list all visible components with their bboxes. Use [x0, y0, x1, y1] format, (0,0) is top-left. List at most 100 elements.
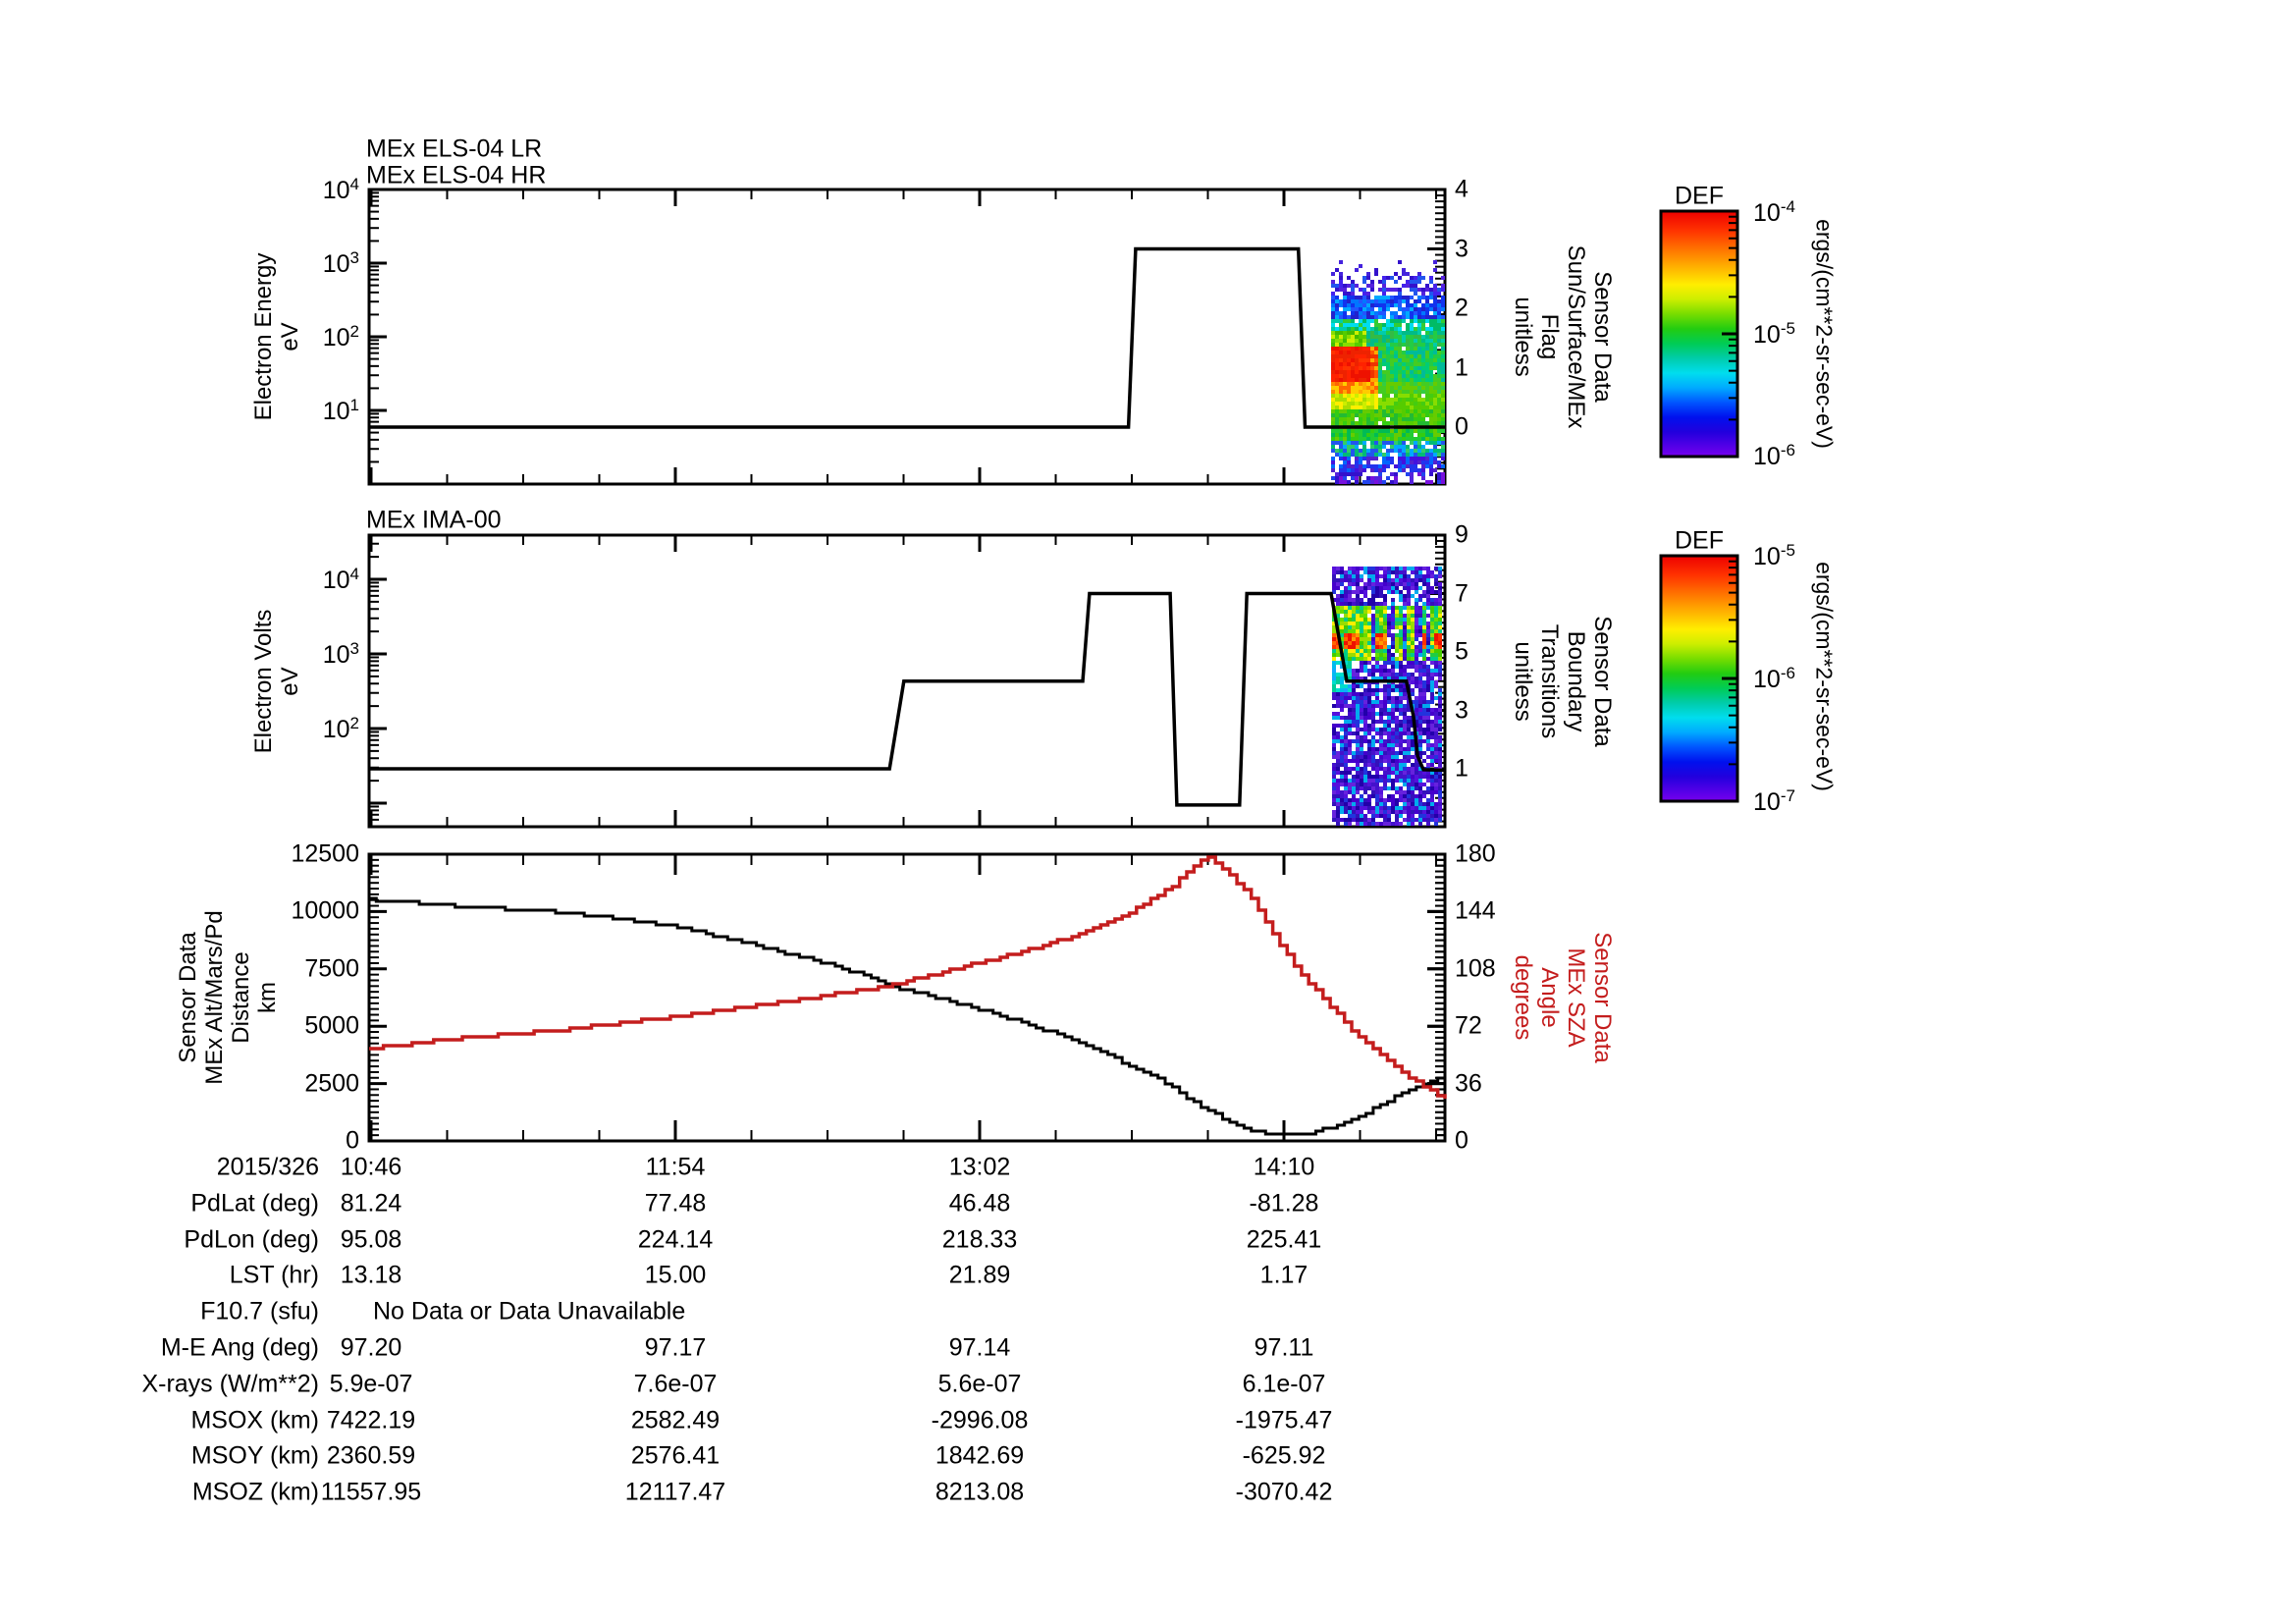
sza-tick-label: 108 — [1455, 954, 1496, 983]
table-span-value: No Data or Data Unavailable — [373, 1297, 686, 1325]
table-value: 1.17 — [1259, 1261, 1308, 1289]
ima-title: MEx IMA-00 — [366, 506, 502, 534]
ima-boundary-tick-label: 5 — [1455, 637, 1468, 666]
colorbar2-title: DEF — [1675, 526, 1724, 555]
distance-tick-label: 2500 — [304, 1069, 359, 1098]
table-row-label: MSOY (km) — [190, 1441, 319, 1470]
distance-tick-label: 12500 — [291, 839, 359, 868]
els-flag-tick-label: 3 — [1455, 235, 1468, 262]
colorbar1-tick-mid: 10-5 — [1753, 318, 1795, 350]
table-value: 46.48 — [948, 1189, 1011, 1217]
ima-y-tick-label: 103 — [322, 638, 359, 670]
table-value: 97.11 — [1254, 1333, 1314, 1362]
table-value: 218.33 — [941, 1225, 1018, 1254]
panel-frame — [367, 533, 1447, 829]
table-value: 5.9e-07 — [329, 1370, 413, 1398]
table-row-label: LST (hr) — [229, 1261, 319, 1289]
ima-boundary-tick-label: 9 — [1455, 520, 1468, 549]
time-tick-label: 11:54 — [645, 1153, 706, 1181]
ima-right-axis-label: Sensor Data Boundary Transitions unitles… — [1510, 616, 1616, 747]
table-value: 97.17 — [644, 1333, 707, 1362]
table-value: -2996.08 — [931, 1406, 1029, 1434]
table-value: 2582.49 — [630, 1406, 721, 1434]
els-right-axis-label: Sensor Data Sun/Surface/MEx Flag unitles… — [1510, 244, 1616, 429]
els-y-axis-label: Electron Energy eV — [250, 252, 303, 421]
els-flag-tick-label: 4 — [1455, 175, 1468, 203]
table-row-label: F10.7 (sfu) — [200, 1297, 319, 1325]
els-flag-tick-label: 2 — [1455, 294, 1468, 322]
table-value: 6.1e-07 — [1242, 1370, 1326, 1398]
ima-boundary-tick-label: 7 — [1455, 579, 1468, 607]
ima-boundary-tick-label: 3 — [1455, 696, 1468, 724]
els-flag-tick-label: 1 — [1455, 353, 1468, 381]
table-value: 77.48 — [644, 1189, 707, 1217]
sza-tick-label: 180 — [1455, 839, 1496, 868]
els-y-tick-label: 104 — [322, 174, 359, 205]
els-y-tick-label: 103 — [322, 247, 359, 279]
colorbar2-unit-label: ergs/(cm**2-sr-sec-eV) — [1811, 562, 1838, 791]
panel-frame — [367, 852, 1447, 1143]
sza-right-axis-label: Sensor Data MEx SZA Angle degrees — [1510, 932, 1616, 1063]
els-title-line1: MEx ELS-04 LR — [366, 135, 543, 163]
colorbar1-tick-bottom: 10-6 — [1753, 440, 1795, 471]
date-label: 2015/326 — [216, 1153, 319, 1181]
traj-y-axis-label: Sensor Data MEx Alt/Mars/Pd Distance km — [175, 910, 281, 1085]
table-value: 224.14 — [637, 1225, 714, 1254]
table-value: -3070.42 — [1235, 1478, 1333, 1506]
table-row-label: M-E Ang (deg) — [160, 1333, 319, 1362]
table-value: 8213.08 — [934, 1478, 1025, 1506]
table-value: -625.92 — [1242, 1441, 1326, 1470]
colorbar1-tick-top: 10-4 — [1753, 196, 1795, 228]
colorbar2-tick-bottom: 10-7 — [1753, 785, 1795, 817]
ima-boundary-tick-label: 1 — [1455, 754, 1468, 783]
table-value: 12117.47 — [624, 1478, 726, 1506]
distance-tick-label: 10000 — [291, 896, 359, 925]
table-value: 15.00 — [644, 1261, 707, 1289]
table-value: 5.6e-07 — [937, 1370, 1022, 1398]
colorbar — [1659, 209, 1739, 459]
time-tick-label: 10:46 — [340, 1153, 402, 1181]
table-value: -81.28 — [1249, 1189, 1319, 1217]
table-row-label: MSOZ (km) — [191, 1478, 319, 1506]
sza-tick-label: 144 — [1455, 896, 1496, 925]
table-value: 225.41 — [1246, 1225, 1322, 1254]
table-value: 21.89 — [948, 1261, 1011, 1289]
time-tick-label: 13:02 — [948, 1153, 1011, 1181]
table-value: 7.6e-07 — [633, 1370, 718, 1398]
table-row-label: PdLon (deg) — [184, 1225, 319, 1254]
table-value: 81.24 — [340, 1189, 402, 1217]
table-value: 2360.59 — [326, 1441, 416, 1470]
table-value: 11557.95 — [320, 1478, 422, 1506]
table-row-label: PdLat (deg) — [190, 1189, 319, 1217]
table-value: 1842.69 — [934, 1441, 1025, 1470]
sza-tick-label: 0 — [1455, 1126, 1468, 1155]
distance-tick-label: 7500 — [304, 954, 359, 983]
els-flag-tick-label: 0 — [1455, 412, 1468, 441]
els-y-tick-label: 101 — [322, 395, 359, 426]
ima-y-axis-label: Electron Volts eV — [250, 609, 303, 754]
els-title-line2: MEx ELS-04 HR — [366, 161, 547, 189]
table-row-label: MSOX (km) — [190, 1406, 319, 1434]
ima-y-tick-label: 102 — [322, 713, 359, 744]
table-row-label: X-rays (W/m**2) — [141, 1370, 319, 1398]
distance-tick-label: 5000 — [304, 1011, 359, 1040]
table-value: 97.14 — [948, 1333, 1011, 1362]
table-value: 7422.19 — [326, 1406, 416, 1434]
colorbar2-tick-mid: 10-6 — [1753, 663, 1795, 694]
table-value: 13.18 — [340, 1261, 402, 1289]
ima-y-tick-label: 104 — [322, 564, 359, 595]
panel-frame — [367, 188, 1447, 486]
colorbar1-unit-label: ergs/(cm**2-sr-sec-eV) — [1811, 219, 1838, 449]
distance-tick-label: 0 — [346, 1126, 359, 1155]
table-value: -1975.47 — [1235, 1406, 1333, 1434]
time-tick-label: 14:10 — [1253, 1153, 1315, 1181]
sza-tick-label: 72 — [1455, 1011, 1482, 1040]
table-value: 95.08 — [340, 1225, 402, 1254]
els-y-tick-label: 102 — [322, 321, 359, 352]
sza-tick-label: 36 — [1455, 1069, 1482, 1098]
table-value: 2576.41 — [630, 1441, 721, 1470]
table-value: 97.20 — [340, 1333, 402, 1362]
colorbar1-title: DEF — [1675, 182, 1724, 210]
